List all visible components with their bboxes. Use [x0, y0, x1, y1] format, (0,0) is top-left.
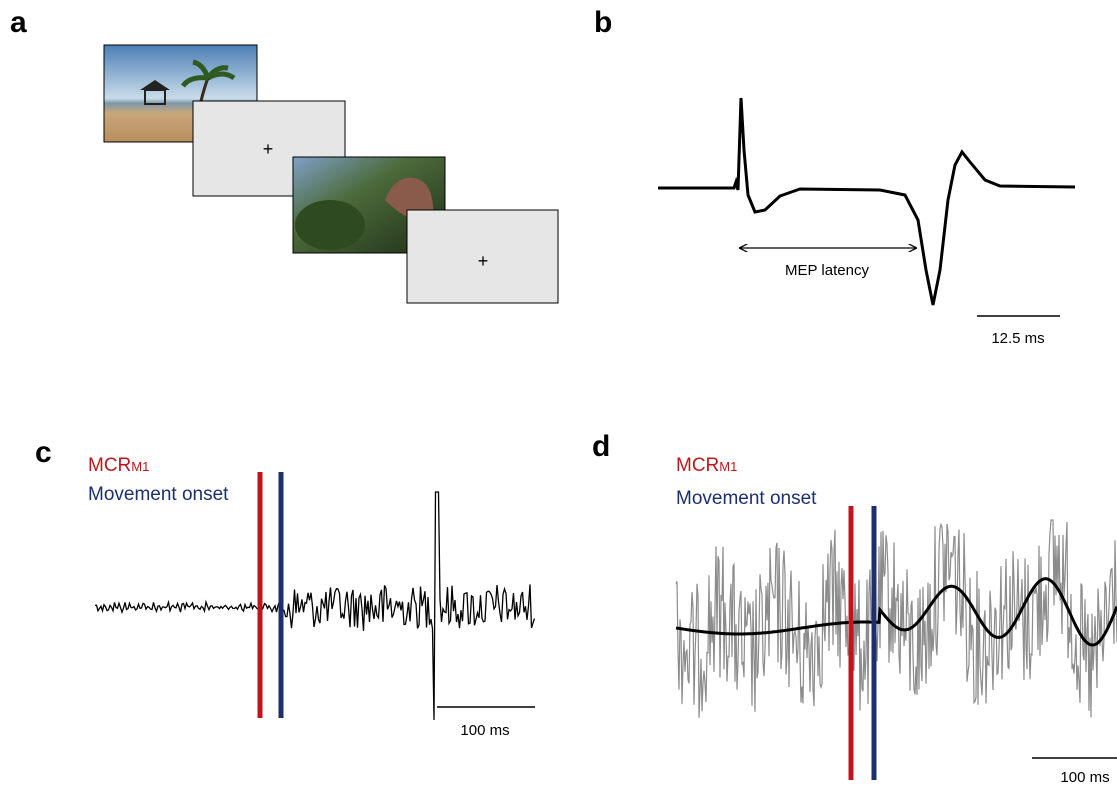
- fixation-screen: [406, 209, 559, 304]
- legend-entry: Movement onset: [88, 484, 229, 505]
- legend-subscript: M1: [131, 459, 149, 474]
- legend-text: MCR: [676, 455, 719, 476]
- legend-subscript: M1: [719, 459, 737, 474]
- panel-label: d: [592, 430, 610, 463]
- beach-image: [103, 44, 258, 143]
- raw-trace: [675, 519, 1117, 718]
- emg-trace: [94, 491, 536, 721]
- scale-bar-label: 12.5 ms: [991, 330, 1044, 347]
- legend-entry: MCRM1: [88, 455, 149, 476]
- fixation-cross: +: [263, 139, 274, 159]
- legend-entry: MCRM1: [676, 455, 737, 476]
- legend-text: MCR: [88, 455, 131, 476]
- scale-bar-label: 100 ms: [460, 722, 509, 739]
- panel-label: b: [594, 6, 612, 39]
- scale-bar-label: 100 ms: [1060, 769, 1109, 786]
- legend-entry: Movement onset: [676, 488, 817, 509]
- mep-trace: [658, 97, 1076, 306]
- filtered-trace: [675, 577, 1117, 647]
- fixation-cross: +: [478, 251, 489, 271]
- annotation: MEP latency: [785, 262, 869, 279]
- panel-label: c: [35, 436, 52, 469]
- panel-label: a: [10, 6, 27, 39]
